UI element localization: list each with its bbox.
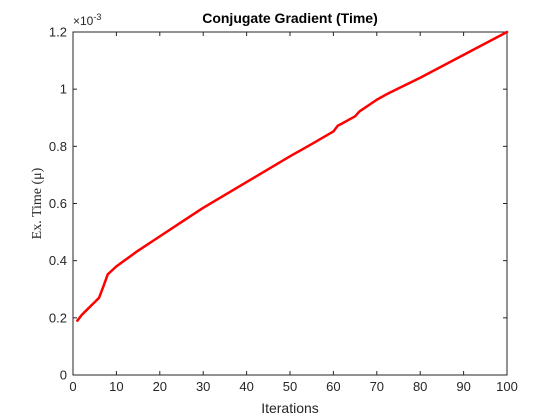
x-tick-label: 80 <box>413 379 427 394</box>
y-tick-label: 0.8 <box>49 139 67 154</box>
x-tick-label: 50 <box>283 379 297 394</box>
series-layer <box>76 30 509 322</box>
x-tick-label: 60 <box>326 379 340 394</box>
y-tick-label: 0.4 <box>49 253 67 268</box>
x-tick-label: 20 <box>153 379 167 394</box>
x-tick-label: 40 <box>239 379 253 394</box>
y-tick-label: 0.2 <box>49 310 67 325</box>
x-tick-label: 10 <box>109 379 123 394</box>
y-tick-label: 0.6 <box>49 196 67 211</box>
axes: 0 10 20 30 40 50 60 70 80 90 100 0 0.2 0.4 0.6 0.8 1 1.2 <box>49 25 518 395</box>
y-axis-multiplier: ×10-3 <box>73 12 101 28</box>
x-tick-label: 70 <box>370 379 384 394</box>
chart-title: Conjugate Gradient (Time) <box>202 10 378 26</box>
y-tick-label: 1.2 <box>49 25 67 40</box>
y-axis-multiplier-base: ×10 <box>73 14 94 28</box>
series-line <box>76 30 509 322</box>
x-axis-label: Iterations <box>261 400 319 416</box>
y-axis-label: Ex. Time (μ) <box>30 167 45 239</box>
y-tick-label: 1 <box>60 82 67 97</box>
x-tick-label: 100 <box>496 379 518 394</box>
y-axis-multiplier-exponent: -3 <box>93 12 101 22</box>
x-tick-label: 30 <box>196 379 210 394</box>
x-tick-label: 90 <box>456 379 470 394</box>
y-tick-label: 0 <box>60 368 67 383</box>
x-tick-label: 0 <box>69 379 76 394</box>
plot-frame <box>72 31 508 376</box>
